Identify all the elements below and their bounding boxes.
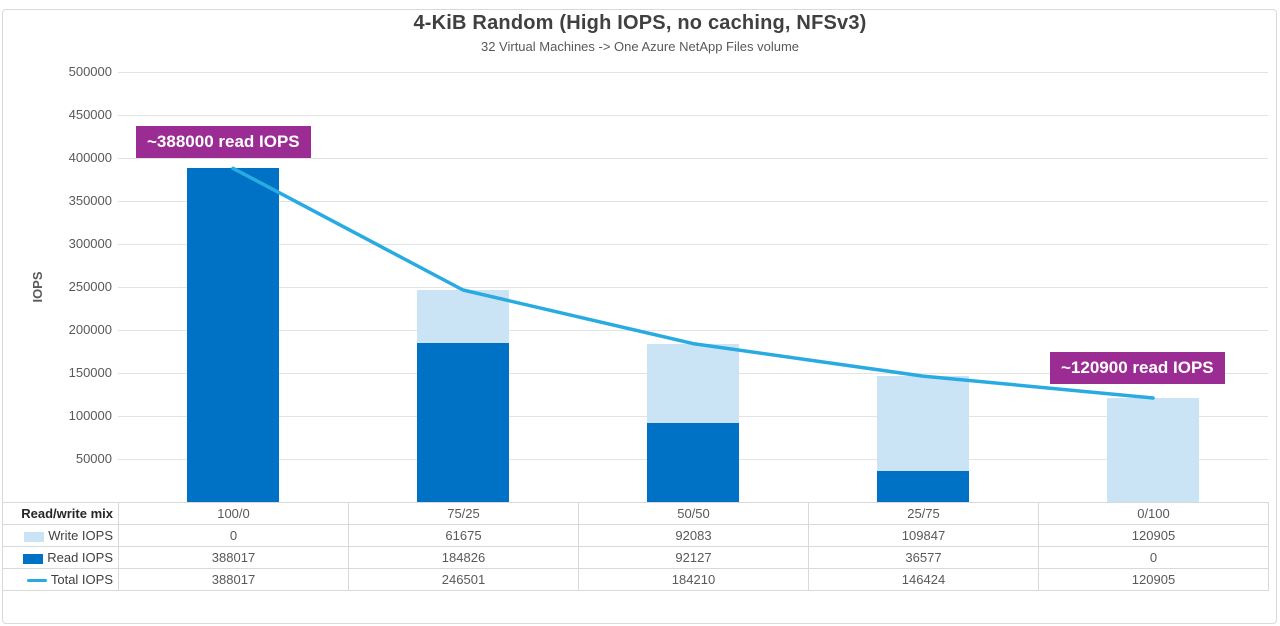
- y-gridline: [118, 72, 1268, 73]
- y-tick-label: 250000: [68, 279, 112, 294]
- write-iops-bar-segment: [417, 290, 509, 344]
- y-tick-label: 450000: [68, 107, 112, 122]
- table-cell: 92083: [578, 524, 809, 547]
- row-label-cell: Total IOPS: [2, 568, 119, 591]
- annotation-read-iops-high: ~388000 read IOPS: [136, 126, 311, 158]
- chart-title: 4-KiB Random (High IOPS, no caching, NFS…: [413, 12, 867, 34]
- read-iops-bar-segment: [647, 422, 739, 502]
- y-tick-label: 150000: [68, 365, 112, 380]
- table-cell: 0: [1038, 546, 1269, 569]
- table-cell: 120905: [1038, 568, 1269, 591]
- chart-subtitle: 32 Virtual Machines -> One Azure NetApp …: [480, 39, 800, 54]
- table-cell: 184210: [578, 568, 809, 591]
- y-tick-label: 200000: [68, 322, 112, 337]
- total-iops-legend-line-icon: [26, 579, 47, 583]
- y-tick-label: 50000: [75, 451, 112, 466]
- read-iops-legend-swatch-icon: [23, 553, 44, 564]
- read-iops-bar-segment: [417, 343, 509, 502]
- annotation-read-iops-low: ~120900 read IOPS: [1050, 352, 1225, 384]
- table-cell: 246501: [348, 568, 579, 591]
- table-cell: 100/0: [118, 502, 349, 525]
- y-gridline: [118, 115, 1268, 116]
- table-cell: 120905: [1038, 524, 1269, 547]
- y-tick-label: 100000: [68, 408, 112, 423]
- write-iops-bar-segment: [877, 376, 969, 471]
- table-cell: 25/75: [808, 502, 1039, 525]
- y-gridline: [118, 287, 1268, 288]
- write-iops-legend-swatch-icon: [24, 531, 45, 542]
- table-cell: 50/50: [578, 502, 809, 525]
- y-tick-label: 300000: [68, 236, 112, 251]
- y-tick-label: 350000: [68, 193, 112, 208]
- write-iops-bar-segment: [647, 343, 739, 423]
- row-label-cell: Write IOPS: [2, 524, 119, 547]
- read-iops-bar-segment: [187, 168, 279, 502]
- table-cell: 61675: [348, 524, 579, 547]
- row-label-cell: Read/write mix: [2, 502, 119, 525]
- y-gridline: [118, 158, 1268, 159]
- table-cell: 184826: [348, 546, 579, 569]
- write-iops-bar-segment: [1107, 398, 1199, 502]
- table-cell: 388017: [118, 546, 349, 569]
- y-tick-label: 400000: [68, 150, 112, 165]
- y-gridline: [118, 201, 1268, 202]
- table-cell: 109847: [808, 524, 1039, 547]
- table-cell: 0/100: [1038, 502, 1269, 525]
- table-cell: 146424: [808, 568, 1039, 591]
- table-cell: 75/25: [348, 502, 579, 525]
- table-cell: 0: [118, 524, 349, 547]
- table-row: Total IOPS 388017 246501 184210 146424 120905: [2, 568, 1269, 591]
- read-iops-bar-segment: [877, 470, 969, 502]
- y-gridline: [118, 244, 1268, 245]
- table-cell: 388017: [118, 568, 349, 591]
- chart-data-table: Read/write mix 100/0 75/25 50/50 25/75 0/100 W…: [2, 502, 1269, 591]
- table-row: Write IOPS 0 61675 92083 109847 120905: [2, 524, 1269, 547]
- row-label-cell: Read IOPS: [2, 546, 119, 569]
- y-gridline: [118, 330, 1268, 331]
- table-row: Read IOPS 388017 184826 92127 36577 0: [2, 546, 1269, 569]
- table-cell: 36577: [808, 546, 1039, 569]
- y-tick-label: 500000: [68, 64, 112, 79]
- table-cell: 92127: [578, 546, 809, 569]
- table-row: Read/write mix 100/0 75/25 50/50 25/75 0/100: [2, 502, 1269, 525]
